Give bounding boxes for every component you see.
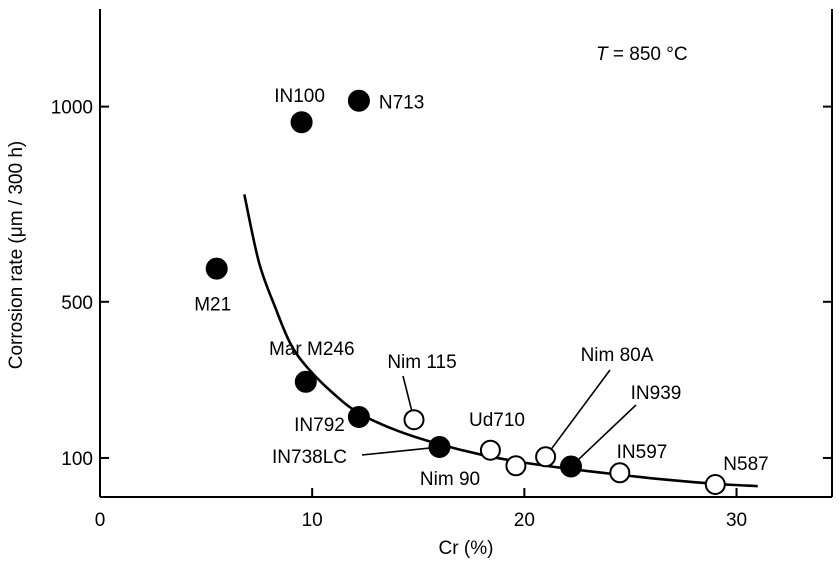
leader-in939 — [577, 404, 637, 461]
label-ud710: Ud710 — [469, 410, 525, 431]
plot-frame — [99, 9, 833, 498]
point-nim-80a — [535, 446, 557, 468]
label-m21: M21 — [194, 295, 231, 316]
label-in792: IN792 — [294, 415, 345, 436]
axis-ticks: 0 10 20 30 100 500 1000 — [51, 98, 832, 531]
label-n713: N713 — [379, 93, 424, 114]
label-nim-115: Nim 115 — [387, 352, 456, 373]
y-tick-label-100: 100 — [61, 449, 93, 470]
data-points — [205, 89, 726, 495]
y-tick-label-1000: 1000 — [51, 98, 93, 119]
y-axis-title: Corrosion rate (μm / 300 h) — [6, 141, 27, 369]
point-m21 — [205, 257, 228, 280]
point-in738lc — [428, 436, 451, 458]
label-in939: IN939 — [631, 383, 682, 404]
x-tick-label-20: 20 — [514, 510, 535, 531]
point-in100 — [290, 111, 313, 134]
leader-nim-80a — [550, 369, 611, 450]
label-mar-m246: Mar M246 — [269, 339, 355, 360]
label-nim-90: Nim 90 — [420, 469, 480, 490]
x-axis-title: Cr (%) — [439, 538, 494, 559]
point-in597 — [609, 462, 631, 484]
leader-lines — [361, 369, 637, 461]
point-in939 — [560, 455, 582, 478]
point-labels: IN100 N713 M21 Mar M246 IN792 IN738LC IN939 Nim… — [194, 86, 768, 490]
temperature-symbol: T — [596, 44, 609, 65]
label-in738lc: IN738LC — [272, 447, 347, 468]
point-mar-m246 — [294, 370, 317, 393]
point-nim-115 — [403, 409, 425, 431]
point-nim-90 — [505, 455, 527, 477]
leader-in738lc — [361, 447, 430, 456]
x-tick-label-0: 0 — [95, 510, 106, 531]
label-n587: N587 — [723, 454, 768, 475]
point-n587 — [704, 474, 726, 495]
x-tick-label-30: 30 — [726, 510, 747, 531]
temperature-annotation: T = 850 °C — [596, 44, 688, 65]
temperature-value: = 850 °C — [608, 44, 688, 65]
y-tick-label-500: 500 — [61, 293, 93, 314]
x-tick-label-10: 10 — [302, 510, 323, 531]
leader-nim-115 — [402, 375, 413, 411]
point-in792 — [347, 406, 370, 428]
point-ud710 — [479, 439, 501, 461]
label-in597: IN597 — [617, 442, 668, 463]
label-in100: IN100 — [274, 86, 325, 107]
label-nim-80a: Nim 80A — [581, 345, 654, 366]
point-n713 — [347, 89, 370, 112]
